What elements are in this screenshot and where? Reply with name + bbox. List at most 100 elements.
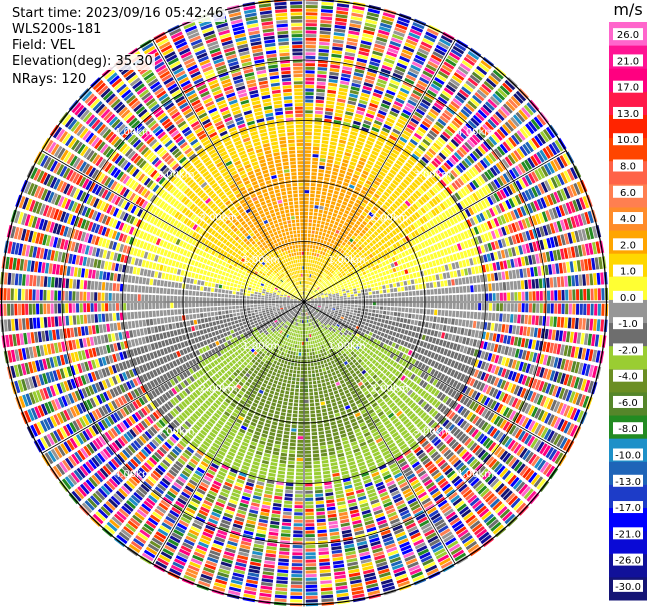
range-gate	[482, 384, 489, 393]
range-gate	[511, 459, 520, 470]
range-gate	[407, 141, 416, 149]
range-gate	[502, 173, 511, 183]
range-gate	[366, 15, 379, 21]
range-gate	[440, 431, 449, 440]
range-gate	[546, 237, 552, 249]
range-gate	[473, 312, 478, 320]
range-gate	[553, 316, 557, 327]
range-gate	[328, 296, 332, 298]
range-gate	[415, 83, 426, 91]
range-gate	[555, 206, 562, 218]
range-gate	[519, 145, 528, 157]
range-gate	[410, 373, 416, 380]
range-gate	[430, 228, 436, 236]
range-gate	[327, 263, 332, 267]
range-gate	[349, 238, 354, 243]
range-gate	[328, 294, 332, 297]
range-gate	[413, 446, 422, 454]
range-gate	[323, 327, 327, 331]
range-gate	[590, 288, 594, 301]
range-gate	[445, 174, 453, 183]
range-gate	[479, 321, 484, 330]
range-gate	[332, 363, 337, 368]
range-gate	[530, 201, 537, 213]
range-gate	[430, 296, 434, 302]
range-gate	[528, 472, 538, 483]
range-gate	[357, 310, 361, 314]
range-gate	[377, 200, 383, 206]
range-gate	[440, 317, 445, 324]
range-gate	[433, 235, 439, 243]
range-gate	[415, 108, 426, 116]
range-gate	[446, 219, 452, 227]
range-gate	[343, 306, 347, 309]
range-gate	[524, 403, 532, 415]
range-gate	[335, 109, 344, 114]
range-gate	[304, 428, 310, 432]
range-gate	[495, 162, 504, 173]
range-gate	[365, 205, 372, 211]
range-gate	[351, 193, 358, 199]
range-gate	[318, 169, 325, 173]
range-gate	[309, 197, 315, 201]
range-gate	[338, 426, 345, 431]
range-gate	[463, 56, 475, 66]
range-gate	[352, 343, 357, 348]
range-gate	[305, 476, 313, 480]
range-gate	[340, 316, 344, 320]
range-gate	[329, 300, 333, 302]
range-gate	[305, 316, 307, 320]
range-gate	[441, 505, 452, 514]
range-gate	[457, 529, 469, 538]
range-gate	[491, 444, 500, 454]
range-gate	[401, 251, 406, 258]
range-gate	[424, 135, 433, 144]
range-gate	[340, 433, 347, 438]
range-gate	[518, 415, 526, 426]
range-gate	[474, 148, 484, 157]
range-gate	[428, 86, 439, 95]
range-gate	[391, 278, 396, 283]
range-gate	[439, 134, 449, 142]
range-gate	[384, 93, 394, 100]
range-gate	[333, 190, 339, 195]
range-gate	[315, 497, 324, 501]
range-gate	[511, 397, 519, 408]
range-gate	[378, 327, 383, 332]
range-gate	[509, 281, 514, 290]
range-gate	[327, 311, 331, 314]
range-gate	[304, 219, 308, 223]
range-gate	[384, 396, 391, 403]
range-gate	[331, 282, 335, 286]
range-gate	[542, 128, 553, 141]
range-gate	[406, 379, 412, 386]
range-gate	[369, 298, 373, 302]
range-gate	[405, 452, 414, 460]
range-gate	[342, 281, 347, 284]
range-gate	[329, 303, 333, 305]
range-gate	[459, 63, 471, 72]
range-gate	[350, 259, 354, 263]
range-gate	[494, 366, 500, 375]
range-gate	[543, 164, 552, 176]
range-gate	[311, 267, 313, 271]
range-gate	[505, 185, 513, 196]
range-gate	[310, 310, 314, 313]
range-gate	[357, 381, 363, 387]
range-gate	[312, 287, 315, 291]
range-gate	[305, 288, 307, 292]
range-gate	[540, 427, 549, 439]
range-gate	[396, 218, 402, 224]
range-gate	[349, 229, 355, 235]
range-gate	[386, 380, 392, 386]
range-gate	[518, 220, 524, 230]
range-gate	[424, 383, 431, 391]
range-gate	[447, 55, 459, 64]
range-gate	[430, 237, 436, 244]
range-gate	[459, 532, 471, 541]
range-gate	[334, 206, 340, 211]
range-gate	[412, 302, 416, 308]
range-gate	[358, 50, 369, 57]
range-gate	[310, 270, 313, 274]
range-gate	[412, 114, 422, 122]
